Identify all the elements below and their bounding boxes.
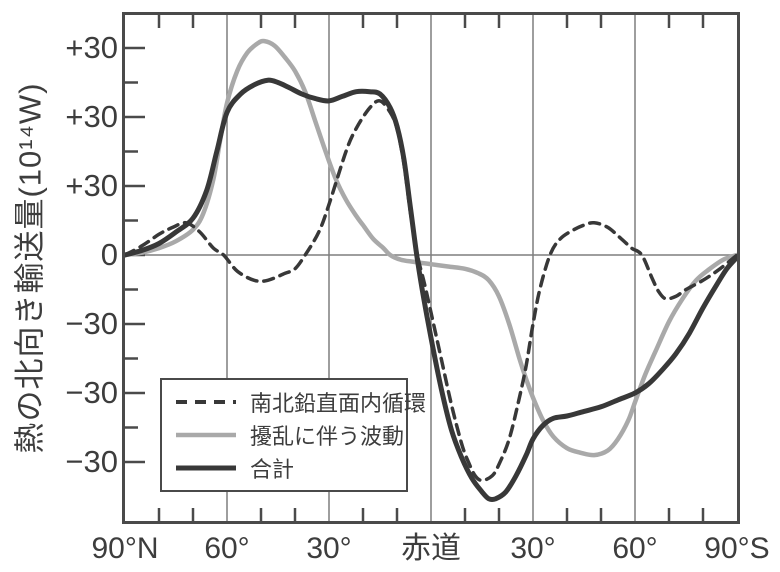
y-tick-label: +30 [65, 99, 118, 134]
x-tick-label: 30° [306, 532, 352, 565]
x-tick-label: 60° [204, 532, 250, 565]
gray-line-sample-icon [176, 432, 236, 438]
y-tick-label: 0 [100, 237, 118, 272]
y-tick-label: −30 [65, 306, 118, 341]
legend-label: 擾乱に伴う波動 [250, 423, 405, 449]
axis-frame [122, 12, 740, 524]
x-tick-label: 90°N [91, 532, 159, 565]
series-eddy-wave-curve [122, 38, 740, 458]
x-tick-label: 30° [510, 532, 556, 565]
legend-item-eddy-wave: 擾乱に伴う波動 [175, 419, 406, 451]
y-tick-label: +30 [65, 30, 118, 65]
y-tick-label: −30 [65, 444, 118, 479]
legend-item-total: 合計 [175, 452, 406, 484]
series-total-curve [122, 77, 740, 503]
dark-line-sample-icon [176, 465, 236, 471]
y-tick-label: +30 [65, 168, 118, 203]
legend-label: 合計 [250, 456, 295, 482]
x-tick-label: 60° [612, 532, 658, 565]
dashed-line-sample-icon [176, 400, 236, 405]
legend-label: 南北鉛直面内循環 [250, 391, 427, 417]
x-tick-label: 90°S [704, 532, 770, 565]
x-tick-label: 赤道 [401, 532, 461, 565]
legend-item-meridional-circulation: 南北鉛直面内循環 [175, 386, 426, 418]
legend: 南北鉛直面内循環 擾乱に伴う波動 合計 [160, 378, 426, 492]
gridlines-and-ticks [125, 15, 737, 521]
series-meridional-circulation-curve [123, 99, 739, 483]
y-tick-label: −30 [65, 375, 118, 410]
